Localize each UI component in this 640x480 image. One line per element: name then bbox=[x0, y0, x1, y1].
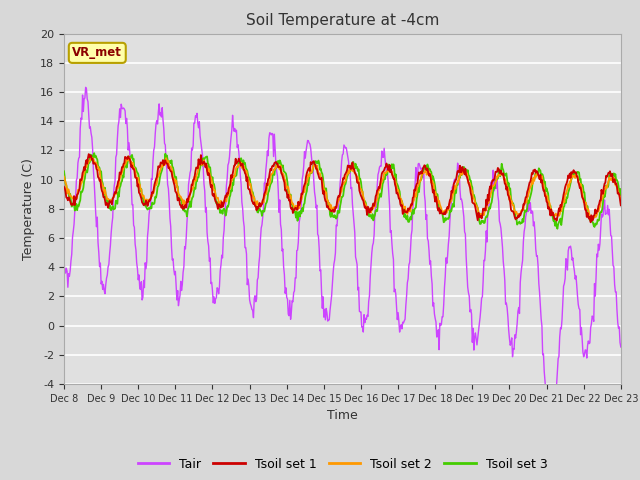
Legend: Tair, Tsoil set 1, Tsoil set 2, Tsoil set 3: Tair, Tsoil set 1, Tsoil set 2, Tsoil se… bbox=[132, 453, 552, 476]
Text: VR_met: VR_met bbox=[72, 47, 122, 60]
Y-axis label: Temperature (C): Temperature (C) bbox=[22, 158, 35, 260]
X-axis label: Time: Time bbox=[327, 409, 358, 422]
Title: Soil Temperature at -4cm: Soil Temperature at -4cm bbox=[246, 13, 439, 28]
